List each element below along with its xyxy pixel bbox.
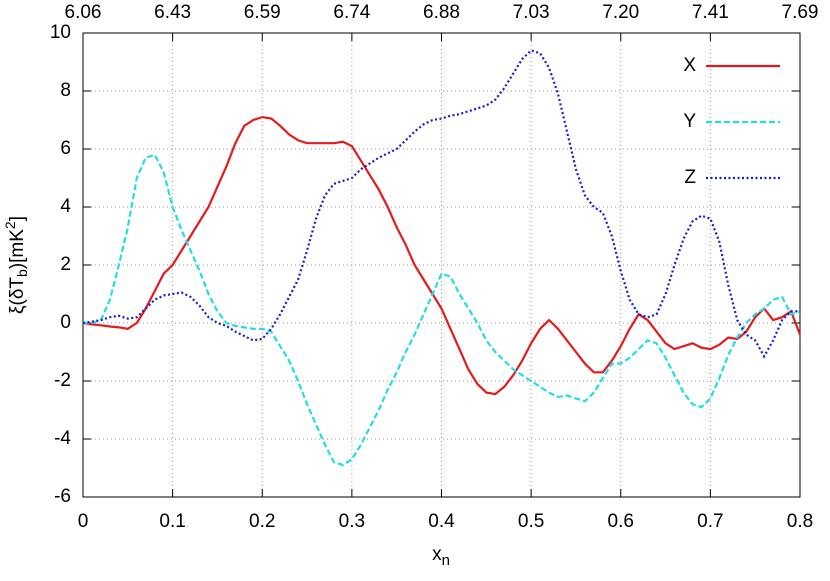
x2-tick-label: 6.43 xyxy=(154,2,191,23)
y-tick-label: 2 xyxy=(60,254,71,275)
series-line xyxy=(82,115,802,396)
grid xyxy=(82,32,801,498)
y-label-part: ξ(δT xyxy=(7,277,28,314)
x-label-main: x xyxy=(432,544,442,565)
x-tick-label: 0.6 xyxy=(608,511,634,532)
x-tick-label: 0 xyxy=(78,511,89,532)
x-label-sub: n xyxy=(442,552,450,569)
x-tick-label: 0.4 xyxy=(428,511,455,532)
x2-tick-label: 7.20 xyxy=(602,2,639,23)
x2-tick-label: 6.59 xyxy=(244,2,281,23)
y-tick-label: 8 xyxy=(60,80,71,101)
x-tick-label: 0.3 xyxy=(339,511,365,532)
x2-tick-label: 6.06 xyxy=(65,2,102,23)
legend-label: Y xyxy=(683,111,696,132)
y-label-sup: 2 xyxy=(2,221,18,229)
y-label-sub: b xyxy=(14,269,30,277)
legend: X Y Z xyxy=(683,55,780,188)
y-tick-label: 4 xyxy=(60,196,71,217)
x2-tick-label: 6.88 xyxy=(423,2,460,23)
legend-label: X xyxy=(683,55,696,76)
y-tick-label: -6 xyxy=(54,486,71,507)
legend-label: Z xyxy=(684,167,696,188)
y-axis-label: ξ(δTb)[mK2] xyxy=(2,216,30,314)
y-tick-label: -2 xyxy=(54,370,71,391)
x-tick-label: 0.8 xyxy=(787,511,813,532)
y-tick-label: 0 xyxy=(60,312,71,333)
y-label-part: ] xyxy=(7,216,28,221)
x-tick-label: 0.7 xyxy=(697,511,723,532)
y-label-part: )[mK xyxy=(7,229,28,269)
y-tick-label: -4 xyxy=(54,428,71,449)
x2-tick-label: 7.41 xyxy=(692,2,729,23)
x2-tick-label: 7.03 xyxy=(513,2,550,23)
y-tick-label: 6 xyxy=(60,138,71,159)
x-tick-label: 0.5 xyxy=(518,511,544,532)
x-axis-label: xn xyxy=(432,544,450,569)
y-tick-label: 10 xyxy=(50,22,71,43)
series-line xyxy=(82,49,800,359)
x2-tick-label: 6.74 xyxy=(333,2,370,23)
x-tick-label: 0.2 xyxy=(249,511,275,532)
x2-tick-label: 7.69 xyxy=(782,2,819,23)
x-tick-label: 0.1 xyxy=(159,511,185,532)
